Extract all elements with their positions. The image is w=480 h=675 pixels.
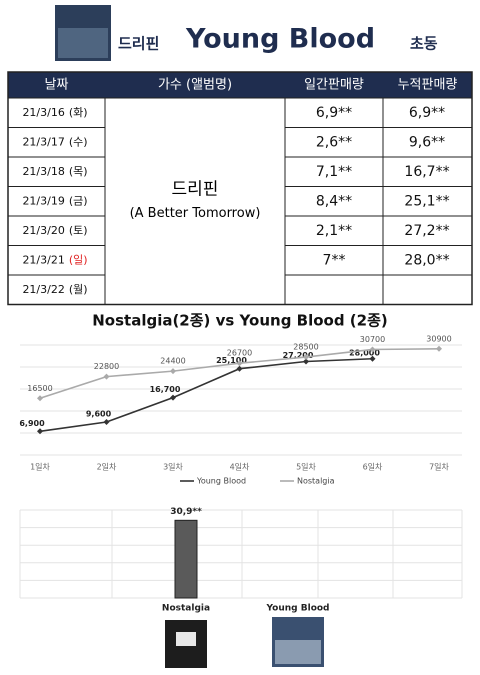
day: (수) <box>69 135 88 148</box>
value-label: 22800 <box>94 362 119 371</box>
value-label: 25,100 <box>216 356 247 365</box>
day: (목) <box>69 165 88 178</box>
legend-label: Young Blood <box>196 477 246 486</box>
day: (일) <box>69 252 88 266</box>
marker <box>369 346 376 353</box>
nostalgia-logo <box>176 632 196 646</box>
total-cell: 28,0** <box>404 252 449 268</box>
marker <box>37 395 43 402</box>
daily-cell: 7,1** <box>316 164 352 180</box>
youngblood-photo <box>275 640 321 664</box>
value-label: 6,900 <box>19 419 45 428</box>
value-label: 30900 <box>426 334 451 343</box>
value-label: 16,700 <box>150 385 181 394</box>
line <box>39 357 373 433</box>
marker <box>236 360 243 367</box>
marker <box>303 354 309 361</box>
total-cell: 25,1** <box>404 193 449 209</box>
date: 21/3/22 <box>22 283 64 296</box>
value-label: 24400 <box>160 357 185 366</box>
value-label: 30,9** <box>170 507 202 517</box>
day: (월) <box>69 283 88 296</box>
bar <box>174 519 198 599</box>
value-label: 30700 <box>360 335 385 344</box>
marker <box>436 345 442 352</box>
header-title: Young Blood <box>185 24 375 55</box>
singer: 드리핀 <box>172 179 219 199</box>
table-border <box>7 71 473 306</box>
cell <box>382 274 473 305</box>
x-tick-label: Nostalgia <box>162 604 210 614</box>
marker <box>103 419 110 425</box>
charts: Nostalgia(2종) vs Young Blood (2종) 1일차 2일차 3… <box>19 312 463 614</box>
daily-cell: 7** <box>323 252 346 268</box>
header-suffix: 초동 <box>410 35 438 53</box>
value-label: 26700 <box>227 349 252 358</box>
total-cell: 6,9** <box>409 105 445 121</box>
daily-cell: 8,4** <box>316 193 352 209</box>
marker <box>103 373 110 380</box>
x-tick-label: 2일차 <box>97 463 117 472</box>
x-tick-label: 6일차 <box>363 463 383 472</box>
marker <box>303 358 309 365</box>
total-cell: 27,2** <box>404 223 449 239</box>
date-cell: 21/3/18 (목) <box>22 165 87 178</box>
value-label: 16500 <box>27 384 52 393</box>
header-artist: 드리핀 <box>118 35 159 53</box>
date: 21/3/21 <box>22 253 64 266</box>
day: (화) <box>69 106 88 119</box>
marker <box>37 428 43 435</box>
cell <box>284 274 384 305</box>
chart-title: Nostalgia(2종) vs Young Blood (2종) <box>92 312 388 330</box>
marker <box>236 365 243 372</box>
date: 21/3/18 <box>22 165 64 178</box>
date-cell: 21/3/16 (화) <box>22 106 87 119</box>
value-label: 27,200 <box>283 351 314 360</box>
daily-cell: 6,9** <box>316 105 352 121</box>
date: 21/3/19 <box>22 194 64 207</box>
marker <box>170 394 176 401</box>
x-tick-label: 3일차 <box>163 463 183 472</box>
singer-cell <box>104 97 286 305</box>
x-tick-label: Young Blood <box>265 604 329 614</box>
album-photo <box>58 28 108 58</box>
table: 날짜 가수 (앨범명) 일간판매량 누적판매량 21/3/16 (화) 6,9** 6,9**… <box>7 71 473 306</box>
marker <box>369 355 376 362</box>
total-cell: 9,6** <box>409 134 445 150</box>
column-header: 누적판매량 <box>398 78 458 93</box>
daily-cell: 2,6** <box>316 134 352 150</box>
value-label: 9,600 <box>86 410 112 419</box>
daily-cell: 2,1** <box>316 223 352 239</box>
x-tick-label: 4일차 <box>230 463 250 472</box>
day: (토) <box>69 224 88 237</box>
x-tick-label: 1일차 <box>30 463 50 472</box>
day: (금) <box>69 194 88 207</box>
date: 21/3/20 <box>22 224 64 237</box>
legend-label: Nostalgia <box>297 477 335 486</box>
date: 21/3/16 <box>22 106 64 119</box>
total-cell: 16,7** <box>404 164 449 180</box>
column-header: 일간판매량 <box>304 78 364 93</box>
marker <box>170 368 176 375</box>
x-tick-label: 7일차 <box>429 463 449 472</box>
date-cell: 21/3/17 (수) <box>22 135 87 148</box>
date-cell: 21/3/19 (금) <box>22 194 87 207</box>
date-cell: 21/3/20 (토) <box>22 224 87 237</box>
value-label: 28500 <box>293 343 318 352</box>
column-header: 가수 (앨범명) <box>158 78 232 93</box>
table-header-bg <box>8 72 472 98</box>
date-cell: 21/3/21 (일) <box>22 252 87 266</box>
x-tick-label: 5일차 <box>296 463 316 472</box>
value-label: 28,000 <box>349 348 380 357</box>
date: 21/3/17 <box>22 135 64 148</box>
album: (A Better Tomorrow) <box>130 206 261 221</box>
date-cell: 21/3/22 (월) <box>22 283 87 296</box>
column-header: 날짜 <box>45 78 69 93</box>
